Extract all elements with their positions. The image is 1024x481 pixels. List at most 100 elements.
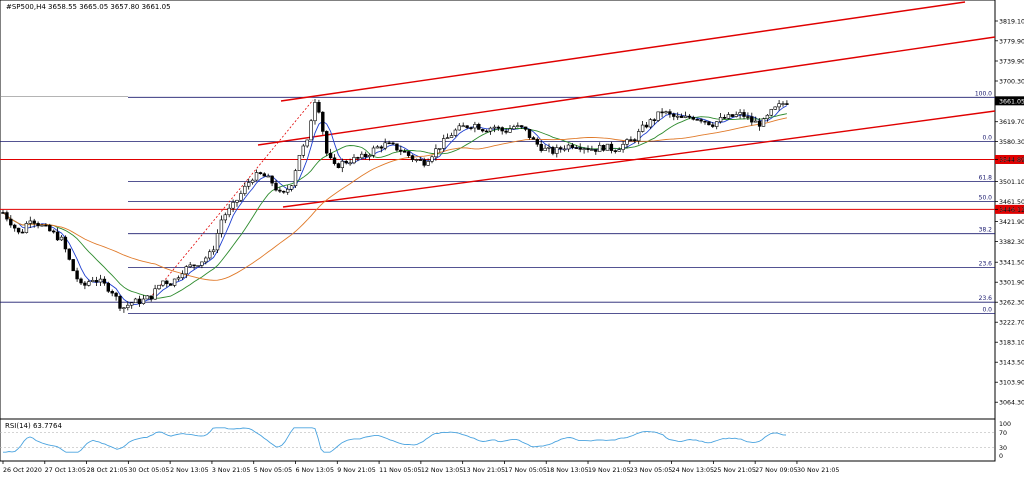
time-tick-label: 9 Nov 21:05 bbox=[337, 467, 375, 474]
current-price-label: 3661.05 bbox=[999, 98, 1024, 105]
time-tick-label: 23 Nov 05:05 bbox=[630, 467, 672, 474]
rsi-line bbox=[3, 427, 787, 453]
candle-bull bbox=[196, 265, 200, 267]
candle-bull bbox=[383, 142, 387, 149]
price-tick-label: 3382.30 bbox=[999, 239, 1024, 246]
candle-bull bbox=[352, 157, 356, 164]
candle-bear bbox=[687, 115, 692, 118]
candle-bull bbox=[640, 124, 645, 132]
candle-bull bbox=[184, 266, 188, 275]
price-tick-label: 3544.89 bbox=[999, 157, 1024, 164]
candle-bear bbox=[609, 143, 614, 151]
candle-bull bbox=[664, 111, 668, 114]
candle-bear bbox=[48, 225, 52, 232]
candle-bear bbox=[51, 230, 56, 233]
fib-level-label: 61.8 bbox=[979, 175, 993, 182]
candle-bull bbox=[297, 155, 302, 171]
fib-level-label: 23.6 bbox=[979, 295, 993, 302]
time-tick-label: 28 Oct 21:05 bbox=[87, 467, 128, 474]
candle-bear bbox=[730, 114, 735, 117]
candle-bear bbox=[270, 175, 274, 184]
candle-bear bbox=[750, 116, 754, 123]
candle-bull bbox=[753, 120, 758, 123]
candle-bull bbox=[636, 131, 641, 142]
fib-anchor-line[interactable] bbox=[149, 99, 314, 299]
candle-bull bbox=[512, 126, 516, 130]
candle-bear bbox=[672, 113, 676, 117]
candle-bear bbox=[169, 283, 173, 286]
candle-bear bbox=[570, 144, 575, 148]
candle-bear bbox=[5, 212, 9, 220]
candle-bear bbox=[387, 142, 391, 145]
candle-bear bbox=[539, 143, 543, 151]
channel-upper-line[interactable] bbox=[280, 1, 966, 102]
time-tick-label: 25 Nov 21:05 bbox=[713, 467, 755, 474]
trend-channel[interactable] bbox=[149, 1, 996, 299]
candle-bull bbox=[449, 135, 454, 138]
horizontal-line-price-label: 3544.89 bbox=[999, 157, 1024, 164]
candle-bear bbox=[410, 155, 415, 160]
candle-bull bbox=[285, 188, 290, 193]
candle-bull bbox=[172, 278, 177, 286]
candle-bull bbox=[227, 207, 231, 216]
candle-bull bbox=[141, 298, 146, 304]
candle-bull bbox=[250, 179, 255, 183]
candle-bull bbox=[777, 103, 781, 108]
candle-bull bbox=[40, 224, 44, 227]
candle-bear bbox=[531, 137, 536, 140]
price-tick-label: 3421.90 bbox=[999, 219, 1024, 226]
candle-bull bbox=[582, 148, 586, 150]
candle-bear bbox=[742, 112, 746, 117]
candle-bear bbox=[328, 152, 333, 159]
candle-bull bbox=[621, 143, 625, 150]
candle-bull bbox=[675, 115, 680, 118]
price-axis: 3819.10 3779.90 3739.90 3700.30 3661.05 3619.… bbox=[995, 19, 1024, 407]
candle-bull bbox=[761, 118, 766, 127]
candle-bull bbox=[734, 114, 738, 117]
candle-bull bbox=[426, 161, 430, 166]
candle-bear bbox=[20, 231, 25, 234]
candle-bull bbox=[247, 182, 251, 187]
candle-bull bbox=[305, 139, 309, 147]
candle-bear bbox=[711, 124, 715, 127]
candle-bull bbox=[211, 249, 216, 253]
candle-bull bbox=[726, 114, 731, 119]
moving-averages bbox=[2, 105, 788, 306]
candle-bull bbox=[130, 302, 134, 306]
price-tick-label: 3739.90 bbox=[999, 59, 1024, 66]
candle-bear bbox=[574, 147, 579, 149]
rsi-axis-30: 30 bbox=[999, 445, 1007, 452]
time-tick-label: 27 Nov 09:05 bbox=[755, 467, 797, 474]
candle-bull bbox=[508, 128, 512, 133]
candle-bear bbox=[613, 150, 618, 152]
candle-bear bbox=[406, 151, 411, 156]
candle-bull bbox=[348, 162, 352, 165]
candle-bear bbox=[192, 264, 196, 267]
rsi-axis-bottom: 0 bbox=[999, 453, 1003, 460]
channel-middle-line[interactable] bbox=[257, 36, 996, 146]
candle-bull bbox=[488, 127, 493, 132]
rsi-axis-70: 70 bbox=[999, 430, 1007, 437]
candle-bull bbox=[547, 147, 551, 149]
candle-bull bbox=[188, 264, 192, 267]
candle-bear bbox=[551, 147, 555, 154]
fib-level-label: 38.2 bbox=[979, 227, 993, 234]
candle-bull bbox=[738, 112, 742, 115]
candle-bear bbox=[477, 124, 481, 130]
candle-bull bbox=[126, 304, 130, 308]
time-tick-label: 27 Oct 13:05 bbox=[45, 467, 86, 474]
candle-bear bbox=[324, 131, 329, 154]
candle-bear bbox=[110, 291, 114, 294]
candle-bull bbox=[656, 111, 660, 121]
fibonacci-levels[interactable]: 100.0 0.0 61.8 50.0 38.2 23.6 23.6 0.0 bbox=[0, 90, 995, 314]
candle-bull bbox=[590, 149, 594, 151]
candle-bull bbox=[516, 125, 520, 127]
time-tick-label: 19 Nov 21:05 bbox=[588, 467, 630, 474]
candle-bull bbox=[161, 280, 165, 286]
horizontal-lines[interactable]: 3544.89 3446.12 bbox=[0, 154, 1024, 214]
candle-bull bbox=[617, 149, 621, 152]
candle-bear bbox=[465, 125, 469, 128]
channel-lower-line[interactable] bbox=[282, 110, 996, 208]
